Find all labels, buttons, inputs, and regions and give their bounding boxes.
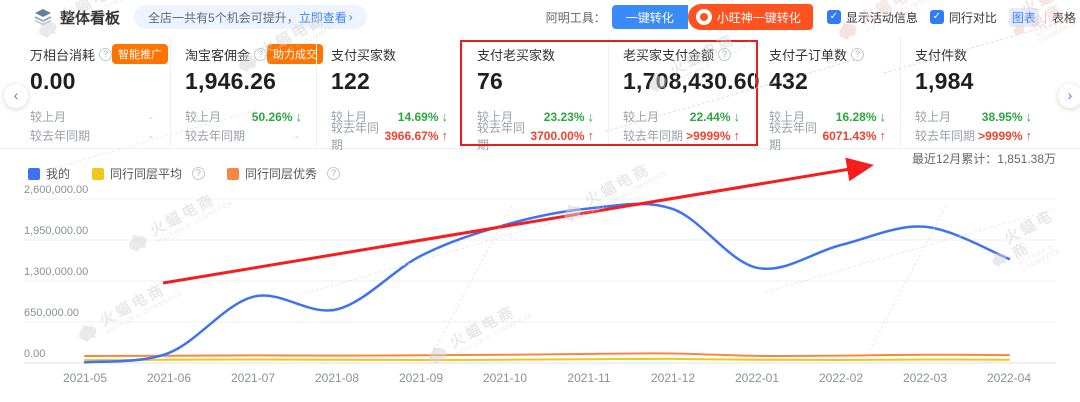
trend-arrow-icon: ↑ <box>733 128 741 143</box>
info-icon[interactable] <box>851 47 865 61</box>
mom-value: 38.95% ↓ <box>981 109 1033 124</box>
yoy-value: 6071.43% ↑ <box>822 128 886 143</box>
y-axis-tick: 650,000.00 <box>24 307 80 319</box>
legend-swatch-blue <box>28 167 40 180</box>
trend-arrow-icon: ↓ <box>879 109 887 124</box>
trend-arrow-icon: ↓ <box>295 109 303 124</box>
y-axis-tick: 1,300,000.00 <box>24 266 89 278</box>
yoy-value: >9999% ↑ <box>978 128 1032 143</box>
mom-value: - <box>149 109 153 124</box>
y-axis-tick: 2,600,000.00 <box>24 184 89 196</box>
metric-card-pay-buyers: 支付买家数 122 较上月 14.69% ↓ 较去年同期 3966.67% ↑ <box>316 36 462 152</box>
trend-arrow-icon: ↓ <box>441 109 449 124</box>
view-chart-tab[interactable]: 图表 <box>1008 7 1039 27</box>
checkbox-checked-icon[interactable] <box>826 10 841 24</box>
wangshen-convert-button[interactable]: 小旺神一键转化 <box>687 4 813 30</box>
page-title: 整体看板 <box>60 9 121 27</box>
x-axis-tick: 2021-06 <box>146 371 192 385</box>
metric-value: 432 <box>769 68 808 94</box>
checkbox-checked-icon[interactable] <box>929 10 944 24</box>
legend-swatch-yellow <box>92 167 105 180</box>
legend-item-peer-average[interactable]: 同行同层平均 <box>92 165 206 182</box>
mom-value: 50.26% ↓ <box>251 109 303 124</box>
info-icon[interactable] <box>327 167 341 180</box>
trend-arrow-icon: ↓ <box>733 109 741 124</box>
trend-arrow-icon: ↑ <box>441 128 449 143</box>
metric-card-sub-orders: 支付子订单数 432 较上月 16.28%↓ 较去年同期 6071.43%↑ <box>754 36 900 152</box>
metric-value: 0.00 <box>30 68 76 94</box>
tools-label: 阿明工具： <box>545 10 606 25</box>
x-axis-tick: 2022-02 <box>818 371 864 385</box>
last-12-months-total: 最近12月累计：1,851.38万 <box>911 152 1056 166</box>
peer-compare-checkbox[interactable]: 同行对比 <box>929 9 997 26</box>
trend-arrow-icon: ↑ <box>1025 128 1033 143</box>
chart-legend: 我的 同行同层平均 同行同层优秀 <box>28 165 341 182</box>
mom-value: 16.28% ↓ <box>835 109 887 124</box>
metric-card-wanxiangtai: 万相台消耗 智能推广 0.00 较上月 - 较去年同期 - <box>24 36 170 148</box>
layers-icon <box>34 9 52 26</box>
x-axis-tick: 2021-08 <box>314 371 360 385</box>
yoy-value: 3966.67% ↑ <box>384 128 448 143</box>
info-icon[interactable] <box>192 167 206 180</box>
section-divider <box>0 148 1080 149</box>
smart-promo-badge: 智能推广 <box>112 44 169 64</box>
metric-value: 1,708,430.60 <box>623 68 760 94</box>
legend-item-peer-excellent[interactable]: 同行同层优秀 <box>227 165 341 182</box>
x-axis-tick: 2021-09 <box>398 371 444 385</box>
x-axis-tick: 2021-07 <box>230 371 276 385</box>
trend-arrow-icon: ↑ <box>587 128 595 143</box>
view-now-link[interactable]: 立即查看 <box>298 10 347 25</box>
notice-text: 全店一共有5个机会可提升， <box>148 10 299 25</box>
one-key-convert-button[interactable]: 一键转化 <box>611 5 688 29</box>
info-icon[interactable] <box>99 47 113 61</box>
metric-cards-row: 万相台消耗 智能推广 0.00 较上月 - 较去年同期 - 淘宝客佣金 助力成交… <box>24 36 1046 152</box>
y-axis-tick: 0.00 <box>24 348 46 360</box>
mom-value: 14.69% ↓ <box>397 109 449 124</box>
mom-value: 22.44% ↓ <box>689 109 741 124</box>
trend-arrow-icon: ↑ <box>879 128 887 143</box>
metric-card-taokeyongjin: 淘宝客佣金 助力成交 1,946.26 较上月 50.26%↓ 较去年同期 - <box>170 36 324 148</box>
opportunity-notice: 全店一共有5个机会可提升， 立即查看 › <box>134 5 367 29</box>
x-axis-tick: 2021-05 <box>62 371 108 385</box>
show-activity-checkbox[interactable]: 显示活动信息 <box>826 9 918 26</box>
metric-value: 122 <box>331 68 370 94</box>
yoy-value: - <box>149 128 153 143</box>
yoy-value: - <box>295 128 299 143</box>
yoy-value: >9999% ↑ <box>686 128 740 143</box>
x-axis-tick: 2021-11 <box>567 371 611 385</box>
mom-value: 23.23% ↓ <box>543 109 595 124</box>
x-axis-tick: 2022-03 <box>902 371 948 385</box>
metric-value: 1,984 <box>915 68 974 94</box>
metric-card-pay-items: 支付件数 1,984 较上月 38.95% ↓ 较去年同期 >9999% ↑ <box>900 36 1046 148</box>
metric-value: 76 <box>477 68 503 94</box>
y-axis-tick: 1,950,000.00 <box>24 225 89 237</box>
wangshen-icon <box>695 9 712 25</box>
x-axis-tick: 2021-10 <box>482 371 528 385</box>
metric-card-old-buyer-amount: 老买家支付金额 1,708,430.60 较上月 22.44%↓ 较去年同期 >… <box>608 36 760 148</box>
header-bar: 整体看板 全店一共有5个机会可提升， 立即查看 › 阿明工具： 一键转化 小旺神… <box>0 0 1080 34</box>
trend-arrow-icon: ↓ <box>1025 109 1033 124</box>
metric-value: 1,946.26 <box>185 68 277 94</box>
carousel-prev-button[interactable] <box>4 84 28 108</box>
yoy-value: 3700.00% ↑ <box>530 128 594 143</box>
chevron-right-icon: › <box>348 10 353 24</box>
info-icon[interactable] <box>254 47 268 61</box>
view-table-tab[interactable]: 表格 <box>1051 10 1076 25</box>
legend-swatch-orange <box>227 167 240 180</box>
info-icon[interactable] <box>718 47 732 61</box>
x-axis-tick: 2021-12 <box>650 371 696 385</box>
x-axis-tick: 2022-04 <box>986 371 1032 385</box>
view-toggle: 图表 | 表格 <box>1008 7 1076 27</box>
x-axis-tick: 2022-01 <box>734 371 780 385</box>
header-tools: 阿明工具： 一键转化 小旺神一键转化 显示活动信息 同行对比 图表 | 表格 <box>546 4 1078 30</box>
carousel-next-button[interactable] <box>1058 84 1080 108</box>
legend-item-mine[interactable]: 我的 <box>28 165 70 182</box>
metric-card-pay-old-buyers: 支付老买家数 76 较上月 23.23% ↓ 较去年同期 3700.00% ↑ <box>462 36 608 152</box>
trend-arrow-icon: ↓ <box>587 109 595 124</box>
assist-deal-badge: 助力成交 <box>267 44 324 64</box>
